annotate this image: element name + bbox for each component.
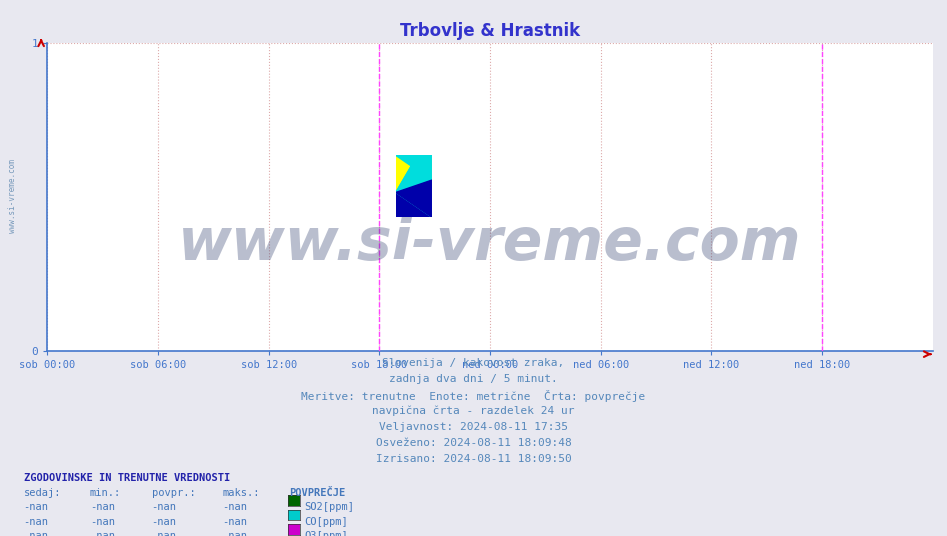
Text: -nan: -nan — [24, 502, 48, 512]
Title: Trbovlje & Hrastnik: Trbovlje & Hrastnik — [400, 22, 581, 40]
Text: -nan: -nan — [223, 502, 247, 512]
Text: www.si-vreme.com: www.si-vreme.com — [8, 159, 17, 233]
Text: navpična črta - razdelek 24 ur: navpična črta - razdelek 24 ur — [372, 406, 575, 416]
Polygon shape — [396, 155, 432, 217]
Text: POVPREČJE: POVPREČJE — [289, 488, 345, 498]
Text: -nan: -nan — [223, 517, 247, 527]
Text: Meritve: trenutne  Enote: metrične  Črta: povprečje: Meritve: trenutne Enote: metrične Črta: … — [301, 390, 646, 401]
Text: sedaj:: sedaj: — [24, 488, 62, 498]
Text: -nan: -nan — [152, 531, 176, 536]
Text: -nan: -nan — [223, 531, 247, 536]
Text: Izrisano: 2024-08-11 18:09:50: Izrisano: 2024-08-11 18:09:50 — [376, 454, 571, 464]
Text: -nan: -nan — [90, 517, 115, 527]
Text: SO2[ppm]: SO2[ppm] — [304, 502, 354, 512]
Text: ZGODOVINSKE IN TRENUTNE VREDNOSTI: ZGODOVINSKE IN TRENUTNE VREDNOSTI — [24, 473, 230, 483]
Text: O3[ppm]: O3[ppm] — [304, 531, 348, 536]
Text: CO[ppm]: CO[ppm] — [304, 517, 348, 527]
Text: Osveženo: 2024-08-11 18:09:48: Osveženo: 2024-08-11 18:09:48 — [376, 438, 571, 448]
Text: povpr.:: povpr.: — [152, 488, 195, 498]
Text: -nan: -nan — [152, 517, 176, 527]
Polygon shape — [396, 155, 418, 192]
Text: zadnja dva dni / 5 minut.: zadnja dva dni / 5 minut. — [389, 374, 558, 384]
Text: www.si-vreme.com: www.si-vreme.com — [178, 215, 802, 272]
Text: Veljavnost: 2024-08-11 17:35: Veljavnost: 2024-08-11 17:35 — [379, 422, 568, 432]
Polygon shape — [396, 155, 432, 192]
Text: -nan: -nan — [90, 531, 115, 536]
Text: -nan: -nan — [24, 517, 48, 527]
Polygon shape — [396, 180, 432, 217]
Text: -nan: -nan — [152, 502, 176, 512]
Text: Slovenija / kakovost zraka,: Slovenija / kakovost zraka, — [383, 358, 564, 368]
Text: maks.:: maks.: — [223, 488, 260, 498]
Text: -nan: -nan — [90, 502, 115, 512]
Text: -nan: -nan — [24, 531, 48, 536]
Polygon shape — [396, 155, 432, 192]
Text: min.:: min.: — [90, 488, 121, 498]
